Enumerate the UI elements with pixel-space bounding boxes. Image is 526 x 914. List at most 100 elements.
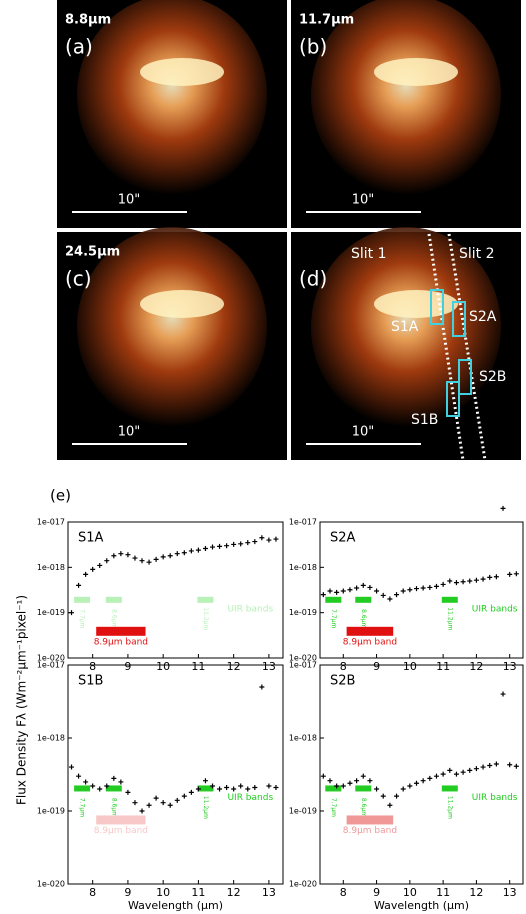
point [97,787,102,792]
scale-label: 10" [118,425,141,440]
point [407,587,412,592]
band-bar-label: 8.9μm band [343,826,397,836]
band-label: 11.7μm [299,13,354,28]
point [175,798,180,803]
band-name: 8.6μm [110,609,117,628]
point [341,784,346,789]
point [175,551,180,556]
point [245,787,250,792]
band-bar [347,627,394,636]
point [347,781,352,786]
x-tick-label: 11 [436,660,450,673]
region-label: S2B [479,369,506,385]
y-tick-label: 1e-017 [289,661,317,670]
point [401,787,406,792]
point [273,785,278,790]
band-name: 7.7μm [79,798,86,817]
point [514,764,519,769]
point [132,556,137,561]
uir-band [106,597,122,603]
figure-label: (e) [50,487,71,505]
panel-label: (b) [299,35,327,59]
uir-band [442,785,458,791]
point [507,572,512,577]
point [168,553,173,558]
point [474,766,479,771]
point [189,548,194,553]
y-tick-label: 1e-020 [37,880,65,889]
nebula-core [140,290,224,318]
y-tick-label: 1e-018 [289,734,317,743]
point [259,684,264,689]
point [118,779,123,784]
point [231,542,236,547]
point [125,552,130,557]
x-tick-label: 10 [156,886,170,899]
point [203,546,208,551]
point [111,553,116,558]
band-name: 11.2μm [446,607,453,630]
point [231,787,236,792]
point [514,571,519,576]
uir-band [355,785,371,791]
x-tick-label: 13 [503,886,517,899]
panel-label: (a) [65,35,93,59]
figure: 8.8μm(a)10"11.7μm(b)10"24.5μm(c)10"(d)10… [0,0,526,914]
panel-label: (d) [299,267,327,291]
point [421,586,426,591]
x-tick-label: 11 [191,886,205,899]
point [367,585,372,590]
nebula-core [374,58,458,86]
point [347,587,352,592]
x-tick-label: 13 [262,886,276,899]
slit-label: Slit 2 [459,246,495,262]
point [252,539,257,544]
point [414,586,419,591]
slit-label: Slit 1 [351,246,387,262]
point [414,781,419,786]
x-tick-label: 13 [503,660,517,673]
point [354,778,359,783]
point [327,589,332,594]
band-label: 24.5μm [65,245,120,260]
point [434,584,439,589]
point [83,572,88,577]
point [238,541,243,546]
point [407,784,412,789]
band-bar [347,815,394,824]
point [161,554,166,559]
point [441,772,446,777]
scale-label: 10" [352,425,375,440]
band-name: 7.7μm [330,609,337,628]
x-tick-label: 10 [403,660,417,673]
point [427,585,432,590]
uir-label: UIR bands [472,604,518,614]
uir-band [74,785,90,791]
point [189,790,194,795]
point [210,545,215,550]
point [501,692,506,697]
band-name: 8.6μm [110,798,117,817]
nebula-core [140,58,224,86]
point [434,774,439,779]
uir-band [325,597,341,603]
point [266,784,271,789]
point [321,592,326,597]
point [90,784,95,789]
x-tick-label: 10 [156,660,170,673]
region-label: S2A [469,309,497,325]
point [494,574,499,579]
band-bar-label: 8.9μm band [94,637,148,647]
chart-title: S2B [330,674,355,689]
y-tick-label: 1e-017 [37,518,65,527]
x-tick-label: 9 [124,886,131,899]
point [147,560,152,565]
band-bar-label: 8.9μm band [343,637,397,647]
point [387,803,392,808]
x-tick-label: 11 [436,886,450,899]
nebula [311,0,501,195]
band-name: 11.2μm [202,796,209,819]
point [196,548,201,553]
plot-frame [320,665,523,884]
uir-band [355,597,371,603]
